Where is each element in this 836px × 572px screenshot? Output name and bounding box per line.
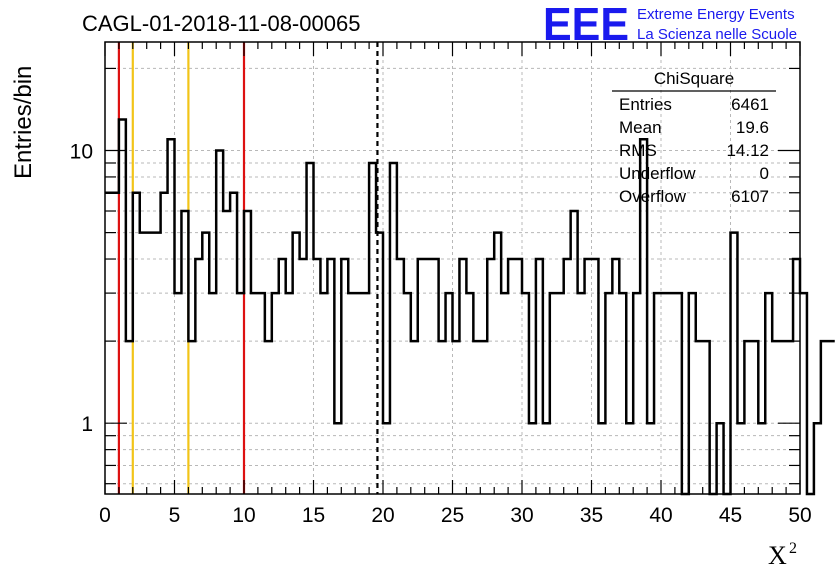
x-tick-label: 30 [510, 504, 533, 527]
logo-line2: La Scienza nelle Scuole [637, 26, 797, 43]
stats-value: 6107 [731, 187, 769, 206]
stats-value: 19.6 [736, 118, 769, 137]
logo-line1: Extreme Energy Events [637, 6, 795, 23]
chart-title: CAGL-01-2018-11-08-00065 [82, 11, 360, 36]
y-axis-label: Entries/bin [10, 66, 37, 179]
stats-label: Mean [619, 118, 662, 137]
x-tick-label: 25 [441, 504, 464, 527]
stats-value: 0 [760, 164, 769, 183]
x-tick-labels: 0 5 10 15 20 25 30 35 40 45 50 [99, 504, 812, 527]
histogram-series [105, 118, 835, 496]
reference-lines [117, 42, 379, 494]
x-tick-label: 10 [232, 504, 255, 527]
y-tick-label: 10 [70, 141, 93, 164]
x-tick-label: 15 [302, 504, 325, 527]
x-tick-label: 40 [649, 504, 672, 527]
x-tick-label: 0 [99, 504, 111, 527]
axis-ticks [104, 42, 801, 494]
y-tick-label: 1 [81, 413, 93, 436]
x-axis-label-superscript: 2 [789, 540, 797, 557]
stats-label: RMS [619, 141, 657, 160]
x-tick-label: 50 [788, 504, 811, 527]
stats-title: ChiSquare [654, 69, 734, 88]
x-axis-label: X 2 [768, 540, 797, 570]
logo-letters: EEE [543, 0, 629, 50]
y-tick-labels: 1 10 [70, 141, 93, 437]
stats-label: Overflow [619, 187, 687, 206]
stats-label: Underflow [619, 164, 696, 183]
stats-value: 14.12 [726, 141, 769, 160]
stats-value: 6461 [731, 95, 769, 114]
eee-logo: EEE Extreme Energy Events La Scienza nel… [543, 0, 797, 50]
stats-box: ChiSquare Entries 6461 Mean 19.6 RMS 14.12 Und… [612, 69, 776, 206]
x-tick-label: 45 [719, 504, 742, 527]
x-tick-label: 35 [580, 504, 603, 527]
stats-label: Entries [619, 95, 672, 114]
x-tick-label: 5 [169, 504, 181, 527]
x-axis-label-text: X [768, 541, 787, 570]
x-tick-label: 20 [371, 504, 394, 527]
